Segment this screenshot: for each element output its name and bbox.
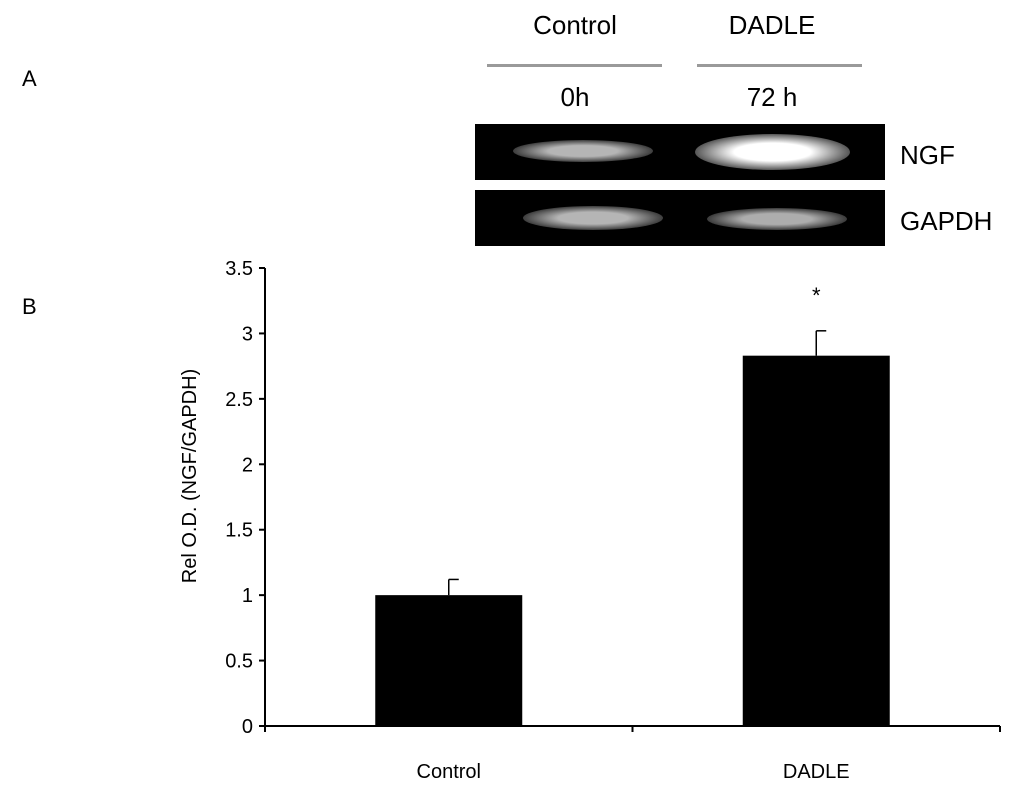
y-axis-label: Rel O.D. (NGF/GAPDH) [179,369,201,583]
y-tick-label: 3.5 [225,258,253,280]
time-label-dadle: 72 h [746,82,798,112]
y-tick-label: 1.5 [225,520,253,542]
ngf-row-label: NGF [900,140,955,170]
panel-label-b: B [22,294,37,319]
x-axis: Control DADLE [264,725,1001,783]
bar-dadle [742,355,890,726]
y-axis: 0 0.5 1 1.5 2 2.5 3 3.5 [225,258,266,738]
y-tick-label: 2.5 [225,389,253,411]
y-tick-label: 0 [242,716,253,738]
group-divider-control [487,64,662,67]
ngf-band-dadle [695,134,850,170]
ngf-blot-strip [475,124,885,180]
gapdh-band-control [523,206,663,230]
gapdh-row-label: GAPDH [900,206,993,236]
x-tick-label: Control [417,761,481,783]
y-tick-label: 3 [242,323,253,345]
y-tick-label: 2 [242,454,253,476]
group-label-control: Control [533,10,617,40]
gapdh-blot-strip [475,190,885,246]
ngf-band-control [513,140,653,162]
x-tick-label: DADLE [783,761,850,783]
group-divider-dadle [697,64,862,67]
bars: * [375,283,890,726]
group-label-dadle: DADLE [728,10,816,40]
bar-control [375,595,523,726]
y-tick-label: 1 [242,585,253,607]
y-tick-label: 0.5 [225,651,253,673]
time-label-control: 0h [560,82,590,112]
significance-marker: * [812,283,821,308]
panel-label-a: A [22,66,37,91]
gapdh-band-dadle [707,208,847,230]
